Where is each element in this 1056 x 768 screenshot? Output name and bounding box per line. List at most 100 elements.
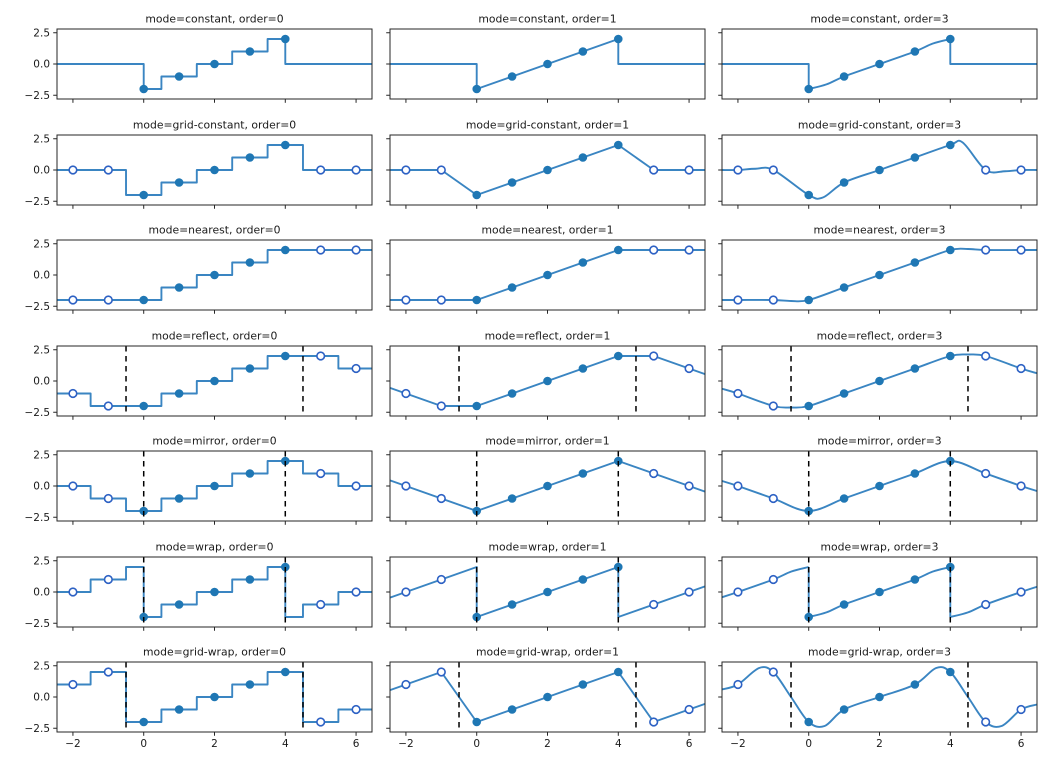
extension-point-marker — [103, 295, 113, 305]
data-point-marker — [471, 84, 481, 94]
extension-point-marker — [400, 388, 411, 398]
data-point-marker — [875, 481, 884, 491]
subplot-title: mode=grid-constant, order=3 — [798, 118, 961, 131]
x-tick-label: 2 — [544, 738, 551, 750]
data-point-marker — [280, 667, 290, 677]
data-point-marker — [875, 587, 884, 596]
x-tick-label: −2 — [65, 738, 80, 750]
subplot-constant-order-0: 2.5 0.0 −2.5 mode=constant, order=0 — [25, 13, 373, 103]
data-point-marker — [910, 469, 920, 478]
data-point-marker — [471, 295, 481, 305]
y-tick-label: 0.0 — [33, 270, 50, 282]
extension-point-marker — [316, 164, 326, 175]
data-point-marker — [507, 494, 516, 503]
extension-point-marker — [103, 400, 113, 411]
extension-point-marker — [981, 468, 991, 479]
data-point-marker — [910, 47, 920, 56]
data-point-marker — [875, 165, 884, 174]
y-tick-label: −2.5 — [25, 195, 51, 207]
data-point-marker — [542, 376, 552, 385]
x-tick-label: 6 — [1018, 738, 1025, 750]
y-tick-label: 0.0 — [33, 164, 50, 176]
data-point-marker — [245, 363, 255, 373]
extension-point-marker — [1016, 245, 1026, 255]
subplot-title: mode=constant, order=3 — [810, 13, 948, 26]
data-point-marker — [613, 245, 623, 255]
extension-point-marker — [683, 363, 694, 373]
data-point-marker — [245, 574, 255, 584]
data-point-marker — [210, 692, 219, 702]
data-point-marker — [471, 190, 481, 199]
extension-point-marker — [981, 245, 991, 255]
y-tick-label: 2.5 — [33, 344, 50, 356]
data-point-marker — [578, 680, 587, 689]
data-point-marker — [139, 190, 149, 199]
data-point-marker — [910, 258, 920, 267]
subplot-title: mode=grid-wrap, order=3 — [808, 646, 951, 659]
data-point-marker — [945, 245, 955, 255]
extension-point-marker — [733, 679, 743, 690]
subplot-title: mode=wrap, order=1 — [488, 540, 606, 553]
x-tick-label: 6 — [685, 738, 692, 750]
data-point-marker — [542, 270, 552, 280]
extension-point-marker — [981, 164, 991, 175]
data-point-marker — [578, 363, 587, 373]
subplot-title: mode=reflect, order=1 — [484, 329, 610, 342]
data-point-marker — [875, 376, 884, 385]
data-point-marker — [613, 34, 623, 44]
x-tick-label: 2 — [876, 738, 883, 750]
data-point-marker — [507, 72, 516, 81]
extension-point-marker — [436, 295, 446, 305]
subplot-title: mode=constant, order=0 — [145, 13, 283, 26]
extension-point-marker — [68, 164, 78, 175]
subplot-title: mode=reflect, order=3 — [817, 329, 943, 342]
data-point-marker — [542, 165, 552, 174]
data-point-marker — [945, 667, 955, 677]
data-point-marker — [542, 587, 552, 596]
extension-point-marker — [351, 245, 361, 255]
data-point-marker — [280, 140, 290, 149]
data-point-marker — [174, 599, 184, 609]
x-tick-label: 2 — [211, 738, 218, 750]
extension-point-marker — [436, 667, 446, 677]
data-point-marker — [210, 481, 219, 491]
extension-point-marker — [1016, 586, 1026, 597]
extension-point-marker — [648, 468, 658, 479]
x-tick-label: 4 — [614, 738, 621, 750]
data-point-marker — [839, 72, 849, 81]
y-tick-label: −2.5 — [25, 406, 51, 418]
y-tick-label: 0.0 — [33, 481, 50, 493]
extension-point-marker — [400, 164, 411, 175]
y-tick-label: 2.5 — [33, 238, 50, 250]
data-point-marker — [542, 481, 552, 491]
data-point-marker — [471, 717, 481, 727]
extension-point-marker — [436, 493, 446, 504]
y-tick-label: −2.5 — [25, 723, 51, 735]
subplot-grid-constant-order-0: 2.5 0.0 −2.5 mode=grid-constant, order=0 — [25, 118, 373, 209]
y-tick-label: 2.5 — [33, 449, 50, 461]
extension-point-marker — [103, 667, 113, 677]
x-tick-label: 4 — [282, 738, 289, 750]
subplot-title: mode=grid-wrap, order=1 — [475, 646, 618, 659]
extension-point-marker — [1016, 363, 1026, 373]
data-point-marker — [578, 47, 587, 56]
data-point-marker — [280, 351, 290, 360]
subplot-nearest-order-3: mode=nearest, order=3 — [718, 224, 1038, 314]
subplot-constant-order-1: mode=constant, order=1 — [385, 13, 705, 103]
extension-point-marker — [400, 295, 411, 305]
data-point-marker — [280, 34, 290, 44]
interpolation-curve — [949, 39, 1037, 65]
data-point-marker — [910, 680, 920, 689]
data-point-marker — [875, 59, 884, 69]
subplot-grid-constant-order-1: mode=grid-constant, order=1 — [385, 118, 705, 209]
data-point-marker — [804, 295, 814, 305]
data-point-marker — [910, 574, 920, 584]
subplot-title: mode=mirror, order=3 — [817, 435, 941, 448]
data-point-marker — [613, 140, 623, 149]
data-point-marker — [613, 351, 623, 360]
extension-point-marker — [981, 599, 991, 609]
data-point-marker — [945, 351, 955, 360]
extension-point-marker — [768, 667, 778, 677]
interpolation-curve — [722, 63, 810, 89]
subplot-mirror-order-1: mode=mirror, order=1 — [385, 435, 705, 525]
